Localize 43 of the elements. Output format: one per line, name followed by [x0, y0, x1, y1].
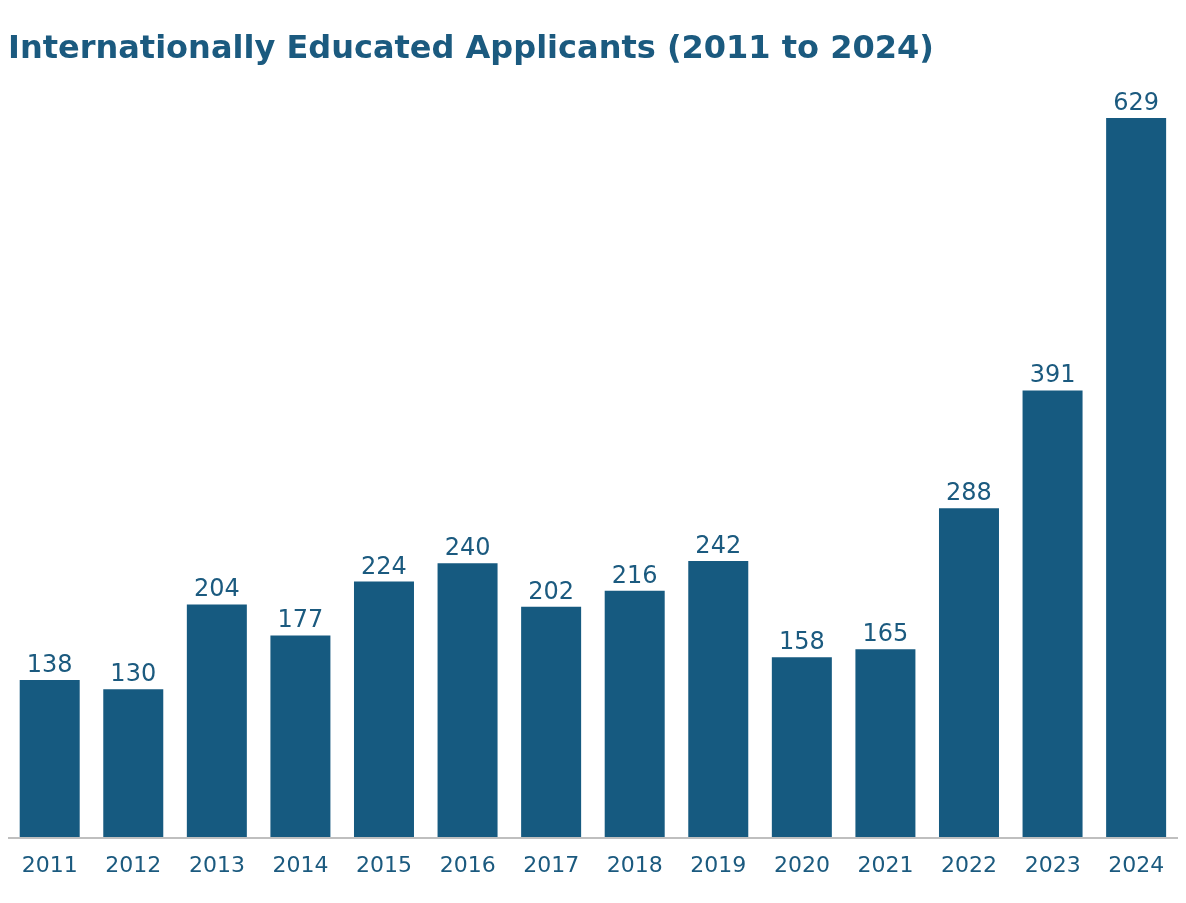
chart-title: Internationally Educated Applicants (2011 to 2024) — [8, 27, 935, 68]
data-label: 158 — [778, 627, 825, 656]
data-label: 391 — [1029, 360, 1076, 389]
bar — [1106, 118, 1167, 838]
bar — [604, 590, 665, 838]
x-tick-label: 2024 — [1108, 851, 1165, 877]
data-label: 242 — [695, 530, 742, 559]
data-label: 240 — [444, 533, 491, 562]
data-label: 138 — [26, 650, 73, 679]
x-tick-label: 2021 — [857, 851, 914, 877]
bar — [353, 581, 414, 838]
bar — [270, 635, 331, 838]
data-label: 130 — [110, 659, 157, 688]
data-label: 288 — [946, 478, 992, 507]
bar — [521, 606, 582, 838]
x-tick-label: 2018 — [606, 851, 663, 877]
data-label: 629 — [1113, 88, 1160, 116]
data-label: 224 — [361, 551, 407, 580]
data-label: 177 — [277, 605, 324, 634]
bar — [186, 604, 247, 838]
x-tick-label: 2016 — [439, 851, 496, 877]
x-tick-label: 2020 — [773, 851, 830, 877]
data-label: 165 — [862, 619, 909, 648]
data-label: 204 — [193, 574, 240, 603]
x-tick-label: 2012 — [105, 851, 162, 877]
bar — [1022, 390, 1083, 838]
bar — [19, 680, 80, 838]
x-tick-label: 2019 — [690, 851, 747, 877]
data-label: 216 — [611, 560, 658, 589]
bar — [437, 563, 498, 838]
x-tick-label: 2022 — [941, 851, 998, 877]
x-tick-label: 2017 — [523, 851, 580, 877]
x-tick-label: 2015 — [356, 851, 413, 877]
x-tick-label: 2014 — [272, 851, 329, 877]
data-label: 202 — [528, 576, 575, 605]
bar — [938, 508, 999, 838]
bar — [855, 649, 916, 838]
bar — [103, 689, 164, 838]
bar — [771, 657, 832, 838]
x-tick-label: 2023 — [1024, 851, 1081, 877]
bar — [688, 560, 749, 838]
x-tick-label: 2013 — [188, 851, 245, 877]
x-tick-label: 2011 — [21, 851, 78, 877]
